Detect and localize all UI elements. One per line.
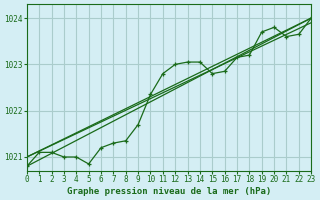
X-axis label: Graphe pression niveau de la mer (hPa): Graphe pression niveau de la mer (hPa): [67, 187, 271, 196]
